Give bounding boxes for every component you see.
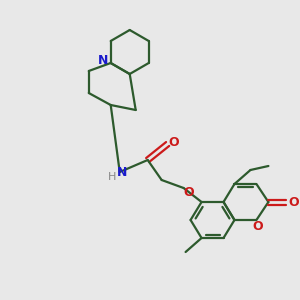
Text: N: N [98,55,108,68]
Text: O: O [252,220,263,232]
Text: O: O [168,136,179,149]
Text: O: O [183,187,194,200]
Text: O: O [288,196,299,208]
Text: H: H [108,172,116,182]
Text: N: N [116,167,127,179]
